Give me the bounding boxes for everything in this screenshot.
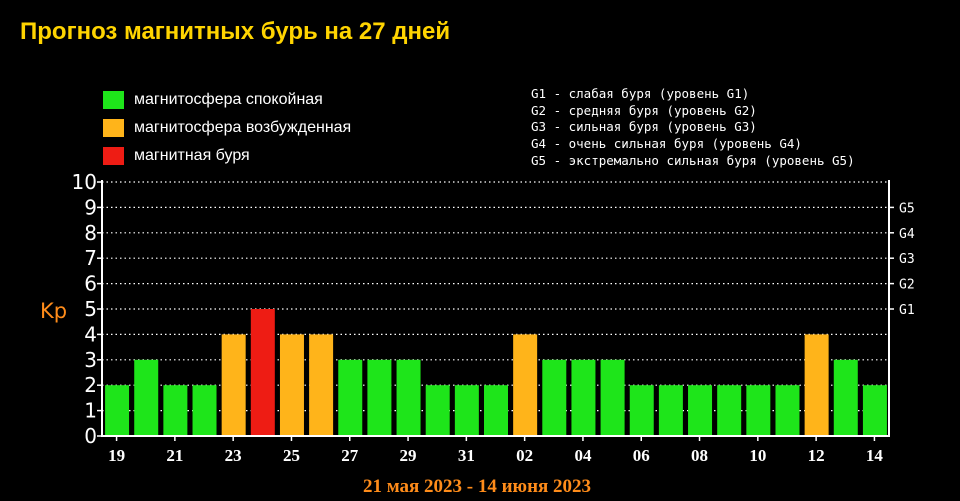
x-tick-label: 29 — [400, 446, 417, 465]
bar — [250, 309, 275, 436]
bar — [221, 334, 246, 436]
x-tick-label: 23 — [225, 446, 242, 465]
bar — [658, 385, 683, 436]
x-axis-label: 21 мая 2023 - 14 июня 2023 — [363, 476, 591, 497]
x-tick-label: 04 — [574, 446, 592, 465]
bar — [454, 385, 479, 436]
y-tick-label: 5 — [84, 297, 97, 321]
page-title: Прогноз магнитных бурь на 27 дней — [20, 18, 451, 45]
y-tick-label: 1 — [84, 399, 97, 423]
storm-level-legend: G1 - слабая буря (уровень G1) G2 - средн… — [531, 86, 855, 170]
legend-label-storm: магнитная буря — [134, 147, 250, 164]
legend-label-excited: магнитосфера возбужденная — [134, 119, 352, 136]
right-axis-label: G3 — [899, 252, 915, 267]
legend-swatch-storm — [103, 147, 124, 165]
y-tick-label: 10 — [72, 170, 97, 194]
bar — [862, 385, 887, 436]
bar — [513, 334, 538, 436]
legend-swatch-excited — [103, 119, 124, 137]
bar — [804, 334, 829, 436]
x-tick-label: 21 — [166, 446, 183, 465]
legend-item-excited: магнитосфера возбужденная — [103, 114, 351, 142]
right-axis-label: G2 — [899, 278, 915, 293]
y-tick-label: 4 — [84, 322, 97, 346]
bar — [338, 359, 363, 436]
right-axis-label: G1 — [899, 303, 915, 318]
legend-item-calm: магнитосфера спокойная — [103, 86, 351, 114]
y-tick-label: 2 — [84, 373, 97, 397]
bar — [396, 359, 421, 436]
bar — [775, 385, 800, 436]
x-tick-label: 02 — [516, 446, 533, 465]
bar — [600, 359, 625, 436]
right-axis-label: G4 — [899, 227, 915, 242]
y-axis-label: Kp — [40, 299, 67, 323]
legend-label-calm: магнитосфера спокойная — [134, 91, 323, 108]
bar — [367, 359, 392, 436]
x-tick-label: 19 — [108, 446, 125, 465]
bar — [425, 385, 450, 436]
storm-level-g3: G3 - сильная буря (уровень G3) — [531, 119, 757, 135]
bar — [717, 385, 742, 436]
x-tick-label: 25 — [283, 446, 300, 465]
bar — [309, 334, 334, 436]
x-tick-label: 10 — [749, 446, 766, 465]
legend: магнитосфера спокойная магнитосфера возб… — [103, 86, 351, 170]
bar — [833, 359, 858, 436]
bar — [688, 385, 713, 436]
bar — [629, 385, 654, 436]
y-tick-label: 0 — [84, 424, 97, 448]
x-tick-label: 08 — [691, 446, 708, 465]
y-tick-label: 3 — [84, 348, 97, 372]
legend-item-storm: магнитная буря — [103, 142, 351, 170]
bar — [192, 385, 217, 436]
right-axis-label: G5 — [899, 201, 915, 216]
bar — [279, 334, 304, 436]
storm-level-g2: G2 - средняя буря (уровень G2) — [531, 102, 757, 118]
bar — [542, 359, 567, 436]
x-tick-label: 06 — [633, 446, 650, 465]
x-tick-label: 12 — [808, 446, 825, 465]
storm-level-g4: G4 - очень сильная буря (уровень G4) — [531, 136, 802, 152]
bar — [746, 385, 771, 436]
storm-level-g5: G5 - экстремально сильная буря (уровень … — [531, 152, 855, 168]
x-tick-label: 14 — [866, 446, 884, 465]
storm-level-g1: G1 - слабая буря (уровень G1) — [531, 86, 750, 101]
bar — [571, 359, 596, 436]
y-tick-label: 9 — [84, 195, 97, 219]
y-tick-label: 7 — [84, 246, 97, 270]
bar — [134, 359, 159, 436]
x-tick-label: 31 — [458, 446, 475, 465]
legend-swatch-calm — [103, 91, 124, 109]
y-tick-label: 8 — [84, 221, 97, 245]
x-tick-label: 27 — [341, 446, 359, 465]
bar — [163, 385, 188, 436]
y-tick-label: 6 — [84, 272, 97, 296]
bar — [105, 385, 130, 436]
bar — [484, 385, 508, 436]
